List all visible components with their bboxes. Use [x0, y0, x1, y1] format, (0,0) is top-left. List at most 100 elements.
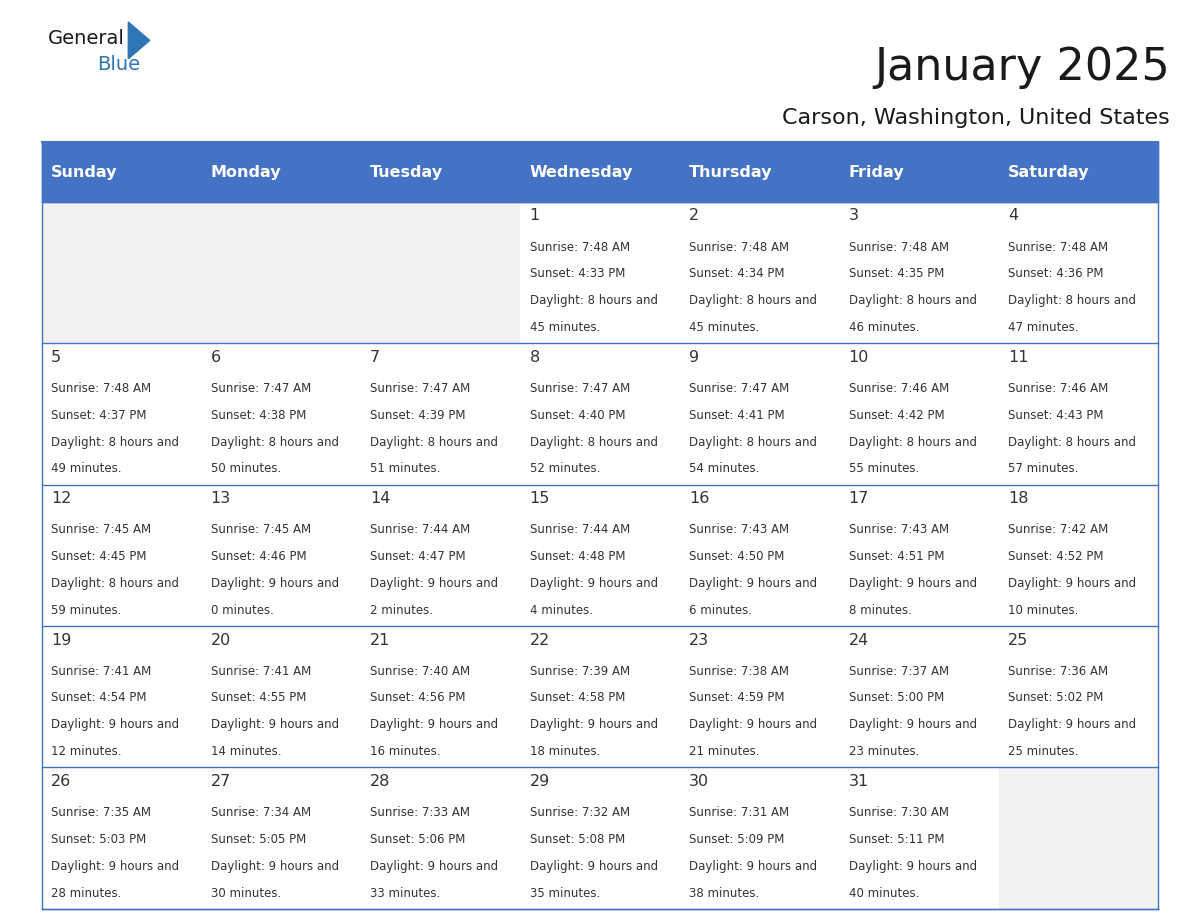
- Text: Sunset: 5:02 PM: Sunset: 5:02 PM: [1009, 691, 1104, 704]
- Text: Daylight: 9 hours and: Daylight: 9 hours and: [210, 860, 339, 873]
- Text: 9: 9: [689, 350, 700, 364]
- Text: 10: 10: [848, 350, 870, 364]
- Text: Sunset: 4:39 PM: Sunset: 4:39 PM: [371, 409, 466, 421]
- Text: 24: 24: [848, 633, 868, 647]
- FancyBboxPatch shape: [999, 767, 1158, 909]
- Text: Daylight: 9 hours and: Daylight: 9 hours and: [530, 577, 658, 590]
- Text: Daylight: 8 hours and: Daylight: 8 hours and: [530, 295, 658, 308]
- Text: Daylight: 9 hours and: Daylight: 9 hours and: [371, 719, 498, 732]
- Text: Sunset: 4:33 PM: Sunset: 4:33 PM: [530, 267, 625, 280]
- Text: 1: 1: [530, 208, 539, 223]
- Text: Sunrise: 7:43 AM: Sunrise: 7:43 AM: [689, 523, 789, 536]
- Text: 46 minutes.: 46 minutes.: [848, 321, 920, 334]
- Text: 45 minutes.: 45 minutes.: [689, 321, 759, 334]
- Text: 23 minutes.: 23 minutes.: [848, 745, 920, 758]
- Text: 2: 2: [689, 208, 700, 223]
- Text: 12 minutes.: 12 minutes.: [51, 745, 121, 758]
- Text: Sunrise: 7:35 AM: Sunrise: 7:35 AM: [51, 806, 151, 819]
- Text: Sunset: 4:48 PM: Sunset: 4:48 PM: [530, 550, 625, 563]
- Text: Sunrise: 7:48 AM: Sunrise: 7:48 AM: [51, 382, 151, 395]
- Text: Sunset: 4:54 PM: Sunset: 4:54 PM: [51, 691, 146, 704]
- Text: 5: 5: [51, 350, 62, 364]
- Text: Daylight: 8 hours and: Daylight: 8 hours and: [848, 436, 977, 449]
- Text: 18: 18: [1009, 491, 1029, 506]
- Text: Daylight: 9 hours and: Daylight: 9 hours and: [371, 577, 498, 590]
- Text: 16: 16: [689, 491, 709, 506]
- Text: Daylight: 8 hours and: Daylight: 8 hours and: [371, 436, 498, 449]
- Text: Daylight: 8 hours and: Daylight: 8 hours and: [689, 295, 817, 308]
- Text: 52 minutes.: 52 minutes.: [530, 463, 600, 476]
- Text: 7: 7: [371, 350, 380, 364]
- Text: 19: 19: [51, 633, 71, 647]
- Text: Sunset: 4:55 PM: Sunset: 4:55 PM: [210, 691, 307, 704]
- Text: Thursday: Thursday: [689, 164, 772, 180]
- Text: 11: 11: [1009, 350, 1029, 364]
- Text: 4 minutes.: 4 minutes.: [530, 604, 593, 617]
- FancyBboxPatch shape: [680, 626, 839, 767]
- Text: Sunrise: 7:46 AM: Sunrise: 7:46 AM: [848, 382, 949, 395]
- Text: 8: 8: [530, 350, 539, 364]
- Text: Sunset: 4:42 PM: Sunset: 4:42 PM: [848, 409, 944, 421]
- Text: Sunset: 5:06 PM: Sunset: 5:06 PM: [371, 833, 466, 845]
- Text: Sunrise: 7:39 AM: Sunrise: 7:39 AM: [530, 665, 630, 677]
- FancyBboxPatch shape: [839, 767, 999, 909]
- Text: Daylight: 9 hours and: Daylight: 9 hours and: [51, 860, 179, 873]
- Text: Sunset: 4:47 PM: Sunset: 4:47 PM: [371, 550, 466, 563]
- Text: 51 minutes.: 51 minutes.: [371, 463, 441, 476]
- Text: 23: 23: [689, 633, 709, 647]
- FancyBboxPatch shape: [839, 485, 999, 626]
- Text: 28: 28: [371, 774, 391, 789]
- Text: 18 minutes.: 18 minutes.: [530, 745, 600, 758]
- Text: 38 minutes.: 38 minutes.: [689, 887, 759, 900]
- Text: Daylight: 8 hours and: Daylight: 8 hours and: [848, 295, 977, 308]
- Text: Sunrise: 7:38 AM: Sunrise: 7:38 AM: [689, 665, 789, 677]
- Text: 6 minutes.: 6 minutes.: [689, 604, 752, 617]
- Text: Sunrise: 7:33 AM: Sunrise: 7:33 AM: [371, 806, 470, 819]
- Text: Sunset: 4:46 PM: Sunset: 4:46 PM: [210, 550, 307, 563]
- Text: Daylight: 9 hours and: Daylight: 9 hours and: [689, 860, 817, 873]
- FancyBboxPatch shape: [42, 202, 201, 343]
- Text: Sunset: 4:40 PM: Sunset: 4:40 PM: [530, 409, 625, 421]
- Text: Daylight: 9 hours and: Daylight: 9 hours and: [1009, 719, 1137, 732]
- FancyBboxPatch shape: [361, 202, 520, 343]
- FancyBboxPatch shape: [42, 626, 201, 767]
- Text: Sunset: 4:35 PM: Sunset: 4:35 PM: [848, 267, 944, 280]
- Text: Sunrise: 7:47 AM: Sunrise: 7:47 AM: [210, 382, 311, 395]
- Text: 21: 21: [371, 633, 391, 647]
- Text: Sunset: 5:09 PM: Sunset: 5:09 PM: [689, 833, 784, 845]
- FancyBboxPatch shape: [999, 343, 1158, 485]
- Text: 8 minutes.: 8 minutes.: [848, 604, 911, 617]
- FancyBboxPatch shape: [999, 142, 1158, 202]
- Text: January 2025: January 2025: [874, 46, 1170, 89]
- Text: 26: 26: [51, 774, 71, 789]
- FancyBboxPatch shape: [999, 485, 1158, 626]
- Text: 10 minutes.: 10 minutes.: [1009, 604, 1079, 617]
- Text: Blue: Blue: [97, 55, 140, 74]
- Text: 33 minutes.: 33 minutes.: [371, 887, 441, 900]
- FancyBboxPatch shape: [520, 767, 680, 909]
- Text: Monday: Monday: [210, 164, 282, 180]
- FancyBboxPatch shape: [361, 626, 520, 767]
- Text: Daylight: 8 hours and: Daylight: 8 hours and: [210, 436, 339, 449]
- Text: Sunset: 4:52 PM: Sunset: 4:52 PM: [1009, 550, 1104, 563]
- FancyBboxPatch shape: [201, 343, 361, 485]
- Text: Sunrise: 7:47 AM: Sunrise: 7:47 AM: [530, 382, 630, 395]
- Text: Sunrise: 7:44 AM: Sunrise: 7:44 AM: [530, 523, 630, 536]
- Text: 40 minutes.: 40 minutes.: [848, 887, 920, 900]
- FancyBboxPatch shape: [201, 142, 361, 202]
- Text: 55 minutes.: 55 minutes.: [848, 463, 920, 476]
- Text: Sunrise: 7:47 AM: Sunrise: 7:47 AM: [371, 382, 470, 395]
- Text: 59 minutes.: 59 minutes.: [51, 604, 121, 617]
- Text: Sunset: 5:05 PM: Sunset: 5:05 PM: [210, 833, 305, 845]
- Text: Daylight: 8 hours and: Daylight: 8 hours and: [1009, 295, 1136, 308]
- Text: 25: 25: [1009, 633, 1029, 647]
- Text: 3: 3: [848, 208, 859, 223]
- Text: 25 minutes.: 25 minutes.: [1009, 745, 1079, 758]
- FancyBboxPatch shape: [201, 202, 361, 343]
- Text: Sunset: 4:36 PM: Sunset: 4:36 PM: [1009, 267, 1104, 280]
- Text: 20: 20: [210, 633, 230, 647]
- Text: Sunrise: 7:30 AM: Sunrise: 7:30 AM: [848, 806, 949, 819]
- Text: 14 minutes.: 14 minutes.: [210, 745, 282, 758]
- Text: Sunrise: 7:46 AM: Sunrise: 7:46 AM: [1009, 382, 1108, 395]
- FancyBboxPatch shape: [201, 767, 361, 909]
